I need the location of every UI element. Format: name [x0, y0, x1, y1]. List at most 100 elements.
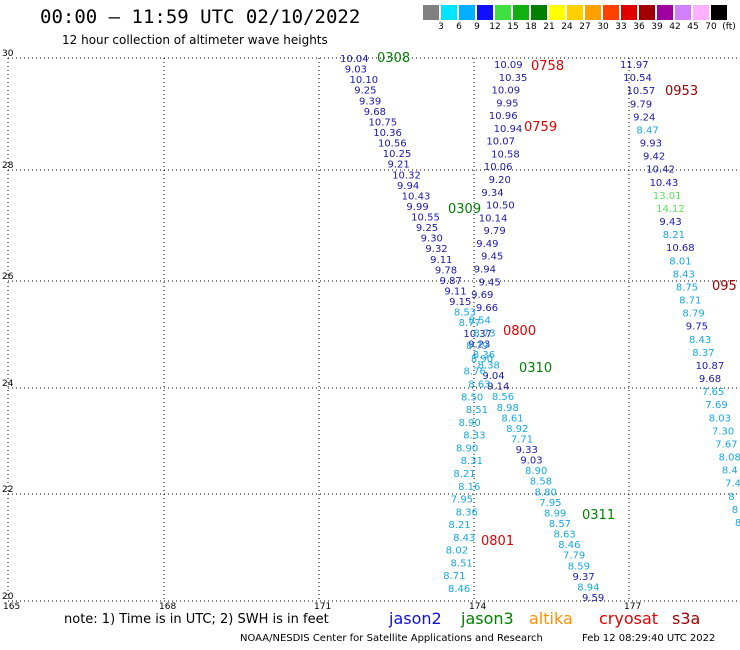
swh-value: 9.11 — [430, 255, 452, 266]
scale-swatch — [711, 5, 727, 20]
swh-value: 8 — [728, 492, 734, 503]
swh-value: 8.36 — [456, 507, 478, 518]
lat-label: 24 — [2, 379, 14, 389]
chart-subtitle: 12 hour collection of altimeter wave hei… — [62, 33, 328, 47]
swh-value: 8.53 — [454, 308, 476, 319]
swh-value: 9.34 — [481, 188, 503, 199]
chart-title: 00:00 – 11:59 UTC 02/10/2022 — [40, 6, 361, 28]
swh-value: 8.50 — [461, 392, 483, 403]
scale-swatch — [567, 5, 583, 20]
legend-cryosat: cryosat — [599, 609, 659, 628]
swh-value: 9.39 — [359, 96, 381, 107]
swh-value: 8.21 — [448, 520, 470, 531]
scale-swatch — [621, 5, 637, 20]
scale-tick-label: 42 — [669, 22, 681, 32]
swh-value: 10.43 — [402, 191, 431, 202]
scale-tick-label: 6 — [456, 22, 462, 32]
swh-value: 8.46 — [558, 540, 580, 551]
swh-value: 8.31 — [461, 456, 483, 467]
scale-swatch — [531, 5, 547, 20]
swh-value: 8.75 — [676, 282, 698, 293]
swh-value: 8.46 — [448, 584, 470, 595]
swh-value: 8.4 — [722, 466, 738, 477]
swh-value: 13.01 — [653, 191, 682, 202]
scale-tick-label: 3 — [438, 22, 444, 32]
swh-value: 8.92 — [506, 424, 528, 435]
swh-value: 7.67 — [715, 439, 737, 450]
swh-value: 9.20 — [489, 175, 511, 186]
swh-value: 8.57 — [549, 519, 571, 530]
scale-tick-label: 30 — [597, 22, 609, 32]
legend-altika: altika — [529, 609, 573, 628]
swh-value: 9.23 — [468, 339, 490, 350]
pass-time-label: 0758 — [531, 59, 564, 74]
swh-value: 8.58 — [530, 477, 552, 488]
pass-time-label: 0311 — [582, 508, 615, 523]
lat-label: 30 — [2, 49, 14, 59]
scale-swatch — [585, 5, 601, 20]
swh-value: 8.01 — [669, 256, 691, 267]
scale-swatch — [675, 5, 691, 20]
swh-value: 8.99 — [544, 508, 566, 519]
lon-label: 174 — [469, 602, 486, 612]
swh-value: 9.24 — [633, 112, 655, 123]
lon-label: 168 — [159, 602, 176, 612]
swh-value: 8.77 — [459, 318, 481, 329]
scale-tick-label: 27 — [579, 22, 591, 32]
pass-time-label: 095 — [712, 279, 737, 294]
swh-value: 9.25 — [416, 223, 438, 234]
scale-swatch — [513, 5, 529, 20]
scale-tick-label: 39 — [651, 22, 663, 32]
swh-value: 10.32 — [392, 170, 421, 181]
swh-value: 10.58 — [491, 149, 520, 160]
scale-swatch — [459, 5, 475, 20]
scale-swatch — [549, 5, 565, 20]
scale-swatch — [477, 5, 493, 20]
swh-value: 8.76 — [464, 367, 486, 378]
scale-unit-label: (ft) — [722, 22, 736, 32]
legend-jason2: jason2 — [389, 609, 442, 628]
swh-value: 10.56 — [378, 139, 407, 150]
swh-value: 14.12 — [656, 204, 685, 215]
swh-value: 8.73 — [473, 328, 495, 339]
scale-tick-label: 36 — [633, 22, 645, 32]
swh-value: 10.07 — [486, 137, 515, 148]
swh-value: 9.15 — [449, 297, 471, 308]
swh-value: 9.94 — [397, 181, 419, 192]
swh-value: 8.59 — [568, 561, 590, 572]
swh-value: 10.35 — [499, 73, 528, 84]
swh-value: 7.71 — [511, 434, 533, 445]
swh-value: 10.42 — [646, 165, 675, 176]
swh-value: 8.79 — [466, 341, 488, 352]
lon-label: 177 — [624, 602, 641, 612]
swh-value: 7.4 — [725, 479, 740, 490]
swh-value: 8.56 — [492, 392, 514, 403]
swh-value: 8.90 — [471, 354, 493, 365]
swh-value: 9.14 — [487, 382, 509, 393]
swh-value: 7.95 — [451, 495, 473, 506]
scale-tick-label: 12 — [489, 22, 501, 32]
swh-value: 10.09 — [494, 60, 523, 71]
scale-swatch — [603, 5, 619, 20]
swh-value: 8.36 — [473, 350, 495, 361]
swh-value: 8.63 — [468, 380, 490, 391]
lon-label: 171 — [314, 602, 331, 612]
legend-jason3: jason3 — [461, 609, 514, 628]
pass-time-label: 0801 — [481, 534, 514, 549]
swh-value: 9.78 — [435, 265, 457, 276]
swh-value: 8.90 — [458, 418, 480, 429]
swh-value: 8.54 — [469, 316, 491, 327]
swh-value: 9.59 — [582, 593, 604, 604]
lat-label: 20 — [2, 592, 14, 602]
swh-value: 9.04 — [482, 371, 504, 382]
scale-tick-label: 9 — [474, 22, 480, 32]
swh-value: 8.21 — [663, 230, 685, 241]
scale-swatch — [495, 5, 511, 20]
scale-swatch — [693, 5, 709, 20]
swh-value: 9.11 — [444, 287, 466, 298]
scale-tick-label: 33 — [615, 22, 627, 32]
swh-value: 8.43 — [453, 533, 475, 544]
swh-value: 7.69 — [705, 400, 727, 411]
pass-time-label: 0759 — [524, 120, 557, 135]
